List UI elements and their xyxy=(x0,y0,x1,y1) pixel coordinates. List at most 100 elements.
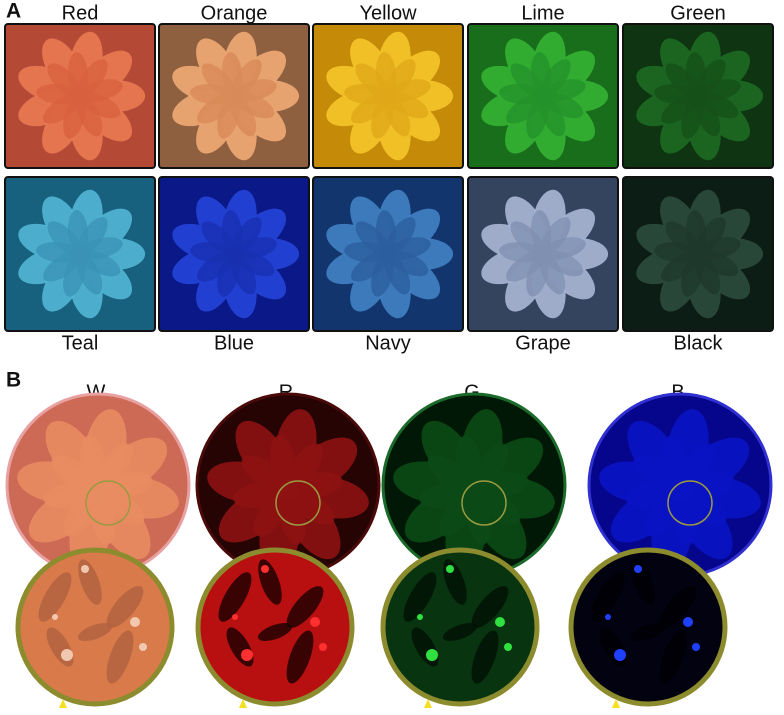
tile-image xyxy=(313,177,463,331)
zoom-border xyxy=(195,547,355,707)
leaf xyxy=(79,250,121,277)
leaf xyxy=(472,486,521,525)
tile-border xyxy=(622,23,774,169)
petri-dish xyxy=(195,392,381,578)
leaf xyxy=(63,488,102,537)
tile-label: Orange xyxy=(201,2,268,24)
fluorescent-spot xyxy=(417,614,423,620)
arrowhead xyxy=(239,699,247,708)
leaf-shadow xyxy=(659,586,697,628)
rosette-center xyxy=(87,479,109,501)
tile-image xyxy=(623,177,773,331)
zoom-border xyxy=(15,547,175,707)
rosette-center xyxy=(534,245,552,263)
leaf xyxy=(79,92,121,119)
leaf xyxy=(376,210,397,255)
leaf-shadow xyxy=(106,630,134,684)
petri-dish xyxy=(587,392,773,578)
rosette-center xyxy=(225,87,243,105)
zoom-image xyxy=(383,550,537,704)
rosette-center xyxy=(534,87,552,105)
leaf-shadow xyxy=(77,622,113,642)
fluorescent-spot xyxy=(61,649,73,661)
leaf-shadow xyxy=(403,572,437,622)
tile xyxy=(4,176,156,332)
tile-image xyxy=(159,24,309,168)
tile xyxy=(622,23,774,169)
tile xyxy=(312,23,464,169)
tile-label: Green xyxy=(670,2,726,24)
tile-border xyxy=(467,23,619,169)
tile-label: Grape xyxy=(515,332,571,354)
leaf-shadow xyxy=(286,630,314,684)
tile-image xyxy=(159,177,309,331)
roi-circle xyxy=(275,480,321,526)
tile xyxy=(158,23,310,169)
dish-image xyxy=(196,393,380,577)
tile-image xyxy=(313,24,463,168)
fluorescent-spot xyxy=(139,643,147,651)
tile-label: Teal xyxy=(62,332,99,354)
leaf xyxy=(662,435,689,491)
leaf-shadow xyxy=(218,572,252,622)
fluorescent-spot xyxy=(605,614,611,620)
tile xyxy=(4,23,156,169)
tile xyxy=(467,23,619,169)
leaf xyxy=(542,250,584,277)
leaf xyxy=(51,455,100,494)
roi-circle xyxy=(461,480,507,526)
leaf xyxy=(286,486,335,525)
tile-border xyxy=(622,176,774,332)
petri-dish xyxy=(5,392,191,578)
fluorescent-spot xyxy=(634,565,642,573)
panel-label: A xyxy=(6,0,21,23)
leaf-shadow xyxy=(286,586,324,628)
tile-border xyxy=(312,23,464,169)
leaf-shadow xyxy=(106,586,144,628)
tile-image xyxy=(468,177,618,331)
fluorescent-spot xyxy=(504,643,512,651)
tile-image xyxy=(623,24,773,168)
leaf xyxy=(697,92,739,119)
fluorescent-spot xyxy=(692,643,700,651)
leaf xyxy=(645,488,684,537)
roi-circle xyxy=(667,480,713,526)
fluorescent-spot xyxy=(426,649,438,661)
leaf xyxy=(233,92,275,119)
rosette-center xyxy=(463,479,485,501)
tile-image xyxy=(5,177,155,331)
dish-image xyxy=(382,393,566,577)
fluorescent-spot xyxy=(683,617,693,627)
leaf xyxy=(387,92,429,119)
roi-circle xyxy=(85,480,131,526)
leaf xyxy=(241,455,290,494)
arrowhead xyxy=(424,699,432,708)
rosette-center xyxy=(689,87,707,105)
fluorescent-spot xyxy=(130,617,140,627)
tile xyxy=(467,176,619,332)
rosette-center xyxy=(225,245,243,263)
rosette-center xyxy=(379,87,397,105)
tile-border xyxy=(158,176,310,332)
leaf xyxy=(80,435,107,491)
fluorescent-spot xyxy=(241,649,253,661)
leaf xyxy=(68,210,89,255)
zoom-image xyxy=(571,550,725,704)
panel-label: B xyxy=(6,369,21,392)
leaf xyxy=(253,488,292,537)
tile xyxy=(158,176,310,332)
leaf xyxy=(270,435,297,491)
leaf-shadow xyxy=(442,622,478,642)
rosette-center xyxy=(689,245,707,263)
leaf xyxy=(542,92,584,119)
leaf-shadow xyxy=(471,586,509,628)
leaf xyxy=(531,52,552,97)
dish-image xyxy=(588,393,772,577)
tile-label: Navy xyxy=(365,332,411,354)
fluorescent-spot xyxy=(446,565,454,573)
tile xyxy=(312,176,464,332)
tile-label: Red xyxy=(62,2,99,24)
leaf xyxy=(531,210,552,255)
tile-border xyxy=(4,23,156,169)
tile-border xyxy=(312,176,464,332)
